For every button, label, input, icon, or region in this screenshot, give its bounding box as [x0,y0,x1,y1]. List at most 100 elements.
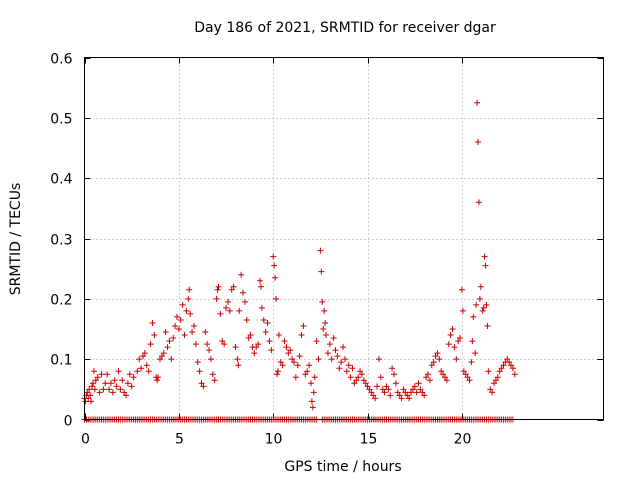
data-point [289,356,296,363]
data-point [100,386,107,393]
data-point [304,368,311,375]
data-point [377,374,384,381]
data-point [209,371,216,378]
data-point [172,322,179,329]
data-point [198,380,205,387]
data-point [215,283,222,290]
data-point [190,322,197,329]
data-point [200,383,207,390]
data-point [206,347,213,354]
data-point [187,310,194,317]
data-point [308,398,315,405]
data-point [224,298,231,305]
data-point [449,326,456,332]
data-point [470,313,477,320]
data-point [469,338,476,345]
data-point [285,350,292,357]
data-point [121,389,128,396]
data-point [424,371,431,378]
data-point [253,344,260,351]
data-point [181,332,188,339]
data-point [362,380,369,387]
data-point [134,368,141,375]
points-layer [81,99,518,423]
data-point [119,377,126,384]
data-point [485,368,492,375]
data-point [154,377,161,384]
data-point [90,368,97,375]
data-point [123,392,130,399]
data-point [389,365,396,372]
data-point [476,295,483,302]
y-tick-label: 0.1 [50,353,72,369]
data-point [311,374,318,381]
data-point [447,332,454,339]
data-point [423,374,430,381]
data-point [296,353,303,360]
data-point [87,392,94,399]
data-point [349,365,356,372]
data-point [111,377,118,384]
data-point [141,350,148,357]
data-point [281,338,288,345]
data-point [89,380,96,387]
data-point [468,359,475,366]
data-point [245,335,252,342]
data-point [345,362,352,369]
data-point [385,386,392,393]
data-point [238,271,245,278]
data-point [464,374,471,381]
data-point [370,392,377,399]
data-point [484,322,491,329]
data-point [170,335,177,342]
data-point [500,362,507,369]
data-point [168,356,175,363]
data-point [232,344,239,351]
data-point [364,383,371,390]
data-point [268,347,275,354]
data-point [82,398,89,405]
data-point [274,371,281,378]
data-point [491,380,498,387]
data-point [258,304,265,311]
data-point [375,356,382,363]
tick-layer: 0 0.1 0.2 0.3 0.4 0.5 0.6 0 5 10 15 20 [50,52,604,448]
data-point [88,398,95,405]
data-point [360,377,367,384]
data-point [392,380,399,387]
data-point [247,332,254,339]
data-point [143,362,150,369]
data-point [243,316,250,323]
data-point [106,386,113,393]
data-point [466,377,473,384]
data-point [496,368,503,375]
data-point [155,374,162,381]
data-point [160,350,167,357]
data-point [477,283,484,290]
data-point [270,253,277,260]
data-point [321,307,328,314]
data-point [156,356,163,363]
data-point [272,274,279,281]
data-point [460,368,467,375]
data-point [264,319,271,326]
data-point [407,389,414,396]
data-point [166,338,173,345]
data-point [275,332,282,339]
data-point [287,347,294,354]
chart-title: Day 186 of 2021, SRMTID for receiver dga… [194,20,496,36]
data-point [319,298,326,305]
data-point [351,380,358,387]
data-point [443,377,450,384]
data-point [498,365,505,372]
y-tick-label: 0.6 [50,52,72,68]
data-point [328,356,335,363]
data-point [366,386,373,393]
data-point [462,371,469,378]
data-point [411,383,418,390]
data-point [481,253,488,260]
data-point [511,371,518,378]
data-point [186,286,193,293]
data-point [204,341,211,348]
data-point [214,286,221,293]
